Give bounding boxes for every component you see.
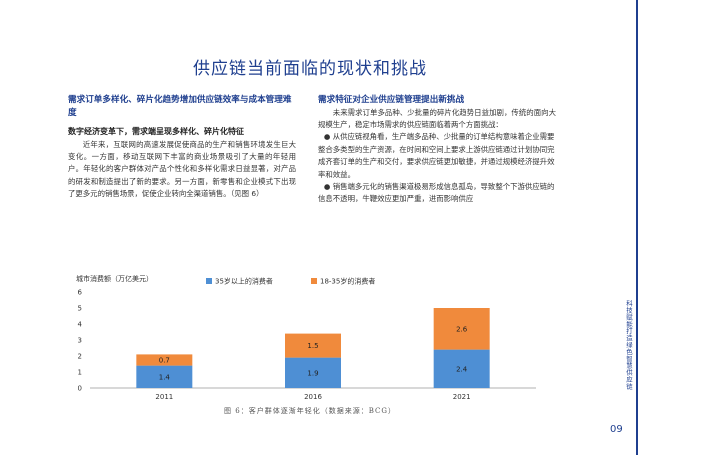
- y-tick-label: 5: [78, 305, 82, 313]
- y-tick-label: 1: [78, 369, 82, 377]
- right-column: 需求特征对企业供应链管理提出新挑战 未来需求订单多品种、少批量的碎片化趋势日益加…: [318, 94, 556, 206]
- figure-caption: 图 6：客户群体逐渐年轻化（数据来源：BCG）: [224, 407, 396, 415]
- y-tick-label: 4: [78, 321, 83, 329]
- page-title: 供应链当前面临的现状和挑战: [193, 59, 427, 79]
- left-column: 需求订单多样化、碎片化趋势增加供应链效率与成本管理难度 数字经济变革下，需求端呈…: [68, 94, 296, 201]
- y-tick-label: 2: [78, 353, 82, 361]
- bullet-dot-icon: ●: [323, 132, 331, 142]
- legend-swatch-1: [206, 278, 212, 284]
- bullet-dot-icon: ●: [323, 182, 331, 192]
- sidebar-title: 科技赋能打造绿色智慧供应链: [625, 300, 633, 390]
- x-tick-label: 2016: [304, 393, 322, 401]
- x-tick-label: 2011: [155, 393, 173, 401]
- bar-2016-series-2: [285, 333, 341, 358]
- right-intro: 未来需求订单多品种、少批量的碎片化趋势日益加剧，传统的面向大规模生产，稳定市场需…: [318, 107, 556, 129]
- bar-2021-series-1: [433, 349, 490, 388]
- x-tick-label: 2021: [453, 393, 471, 401]
- legend-label-2: 18-35岁的消费者: [320, 277, 375, 286]
- legend-label-1: 35岁以上的消费者: [215, 277, 273, 286]
- bullet-text-2: 销售端多元化的销售渠道极易形成信息孤岛，导致整个下游供应链的信息不透明，牛鞭效应…: [318, 182, 555, 204]
- right-section-heading: 需求特征对企业供应链管理提出新挑战: [318, 95, 465, 105]
- left-section-heading: 需求订单多样化、碎片化趋势增加供应链效率与成本管理难度: [68, 95, 292, 118]
- y-tick-label: 6: [78, 289, 83, 297]
- bullet-text-1: 从供应链视角看，生产端多品种、少批量的订单结构意味着企业需要整合多类型的生产资源…: [318, 132, 555, 179]
- bar-2011-series-1: [136, 365, 193, 388]
- y-tick-label: 0: [78, 385, 82, 393]
- data-label: 0.7: [159, 357, 170, 365]
- left-subheading: 数字经济变革下，需求端呈现多样化、碎片化特征: [68, 127, 244, 137]
- legend-swatch-2: [311, 278, 317, 284]
- page-number: 09: [610, 424, 623, 435]
- data-label: 1.5: [307, 342, 318, 350]
- bar-2021-series-2: [433, 308, 490, 350]
- data-label: 2.6: [456, 325, 468, 333]
- data-label: 2.4: [456, 365, 468, 373]
- bar-2011-series-2: [136, 354, 193, 366]
- left-paragraph: 近年来，互联网的高速发展促使商品的生产和销售环境发生巨大变化。一方面，移动互联网…: [68, 139, 296, 199]
- chart-svg: 城市消费额（万亿美元） 0 1 2 3 4 5 6 35岁以上的消费者 18-35岁的消费者 1.4…: [76, 274, 536, 401]
- bar-2016-series-1: [285, 357, 341, 388]
- y-tick-label: 3: [78, 337, 82, 345]
- bullet-item-2: ● 销售端多元化的销售渠道极易形成信息孤岛，导致整个下游供应链的信息不透明，牛鞭…: [318, 181, 556, 206]
- data-label: 1.4: [159, 373, 171, 381]
- consumer-spending-chart: 城市消费额（万亿美元） 0 1 2 3 4 5 6 35岁以上的消费者 18-35岁的消费者 1.4…: [66, 272, 556, 407]
- bullet-item-1: ● 从供应链视角看，生产端多品种、少批量的订单结构意味着企业需要整合多类型的生产…: [318, 131, 556, 181]
- y-axis-label: 城市消费额（万亿美元）: [76, 274, 153, 283]
- sidebar-divider: [636, 0, 638, 455]
- data-label: 1.9: [307, 369, 318, 377]
